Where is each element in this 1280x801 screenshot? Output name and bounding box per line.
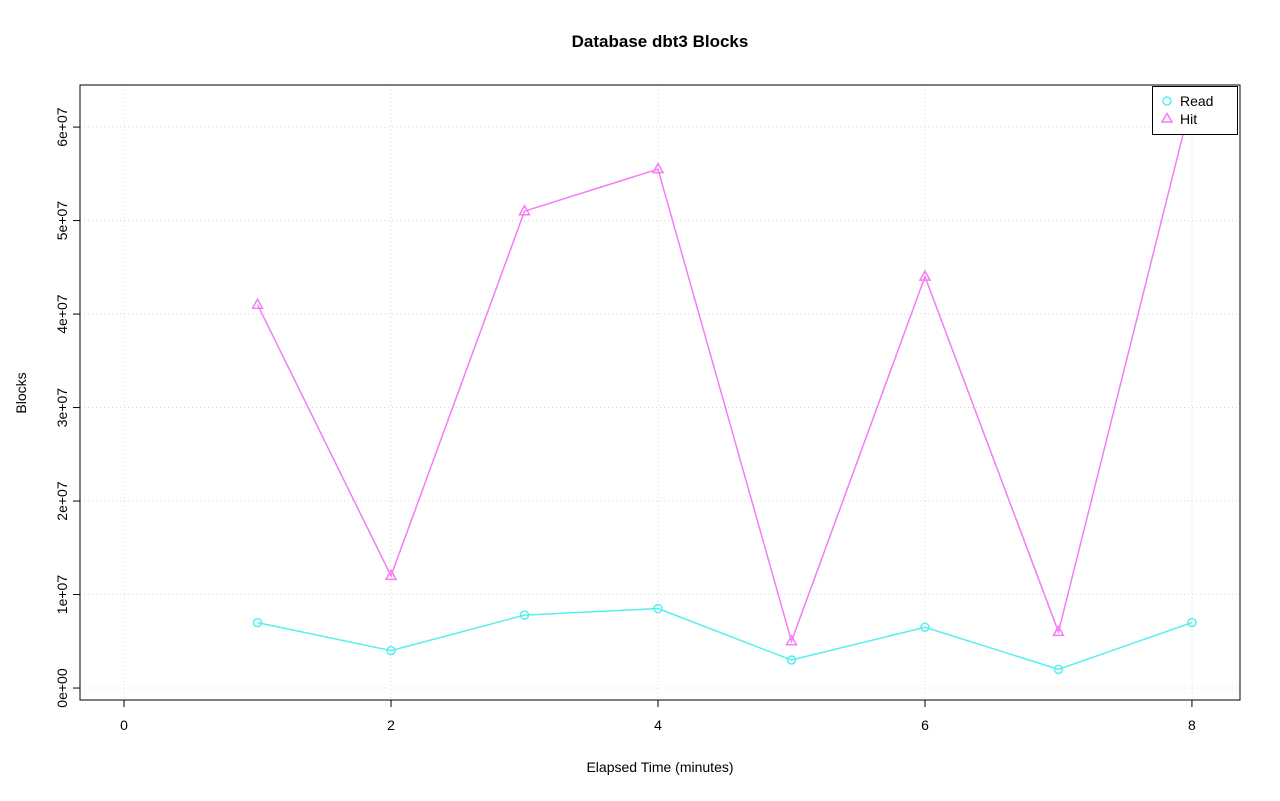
data-point-hit (1052, 624, 1065, 637)
data-point-read (386, 645, 396, 656)
gridlines (80, 85, 1240, 700)
data-point-hit (518, 204, 531, 216)
y-tick-label: 6e+07 (54, 107, 70, 147)
x-axis-label: Elapsed Time (minutes) (586, 759, 733, 775)
axes: 0 2 4 6 8 0e+00 1e+07 2e+07 3e+07 4e+07 5e+07 6e+07 (54, 107, 1196, 733)
data-point-read (1053, 664, 1064, 675)
plot-border (79, 84, 1241, 701)
y-tick-label: 1e+07 (54, 575, 70, 615)
series-line-hit (256, 98, 1193, 644)
series-line-read (257, 607, 1193, 671)
data-point-read (786, 655, 797, 665)
data-point-read (252, 617, 263, 628)
data-point-hit (384, 568, 398, 581)
x-tick-label: 8 (1188, 717, 1196, 733)
legend-read-marker-icon (1162, 96, 1172, 106)
legend-hit-label: Hit (1180, 111, 1197, 127)
x-tick-label: 6 (921, 717, 929, 733)
y-axis-label: Blocks (13, 372, 29, 413)
data-point-hit (651, 162, 665, 174)
data-point-read (519, 610, 530, 620)
y-tick-label: 3e+07 (54, 388, 70, 428)
legend: Read Hit (1152, 86, 1238, 135)
data-point-read (1187, 617, 1197, 628)
legend-box (1152, 86, 1238, 135)
chart-title: Database dbt3 Blocks (572, 32, 749, 51)
data-point-read (920, 622, 930, 633)
series-lines (251, 91, 1199, 675)
y-tick-label: 0e+00 (54, 668, 70, 708)
data-point-hit (785, 634, 798, 646)
x-tick-label: 4 (654, 717, 662, 733)
data-point-hit (918, 269, 932, 281)
data-point-hit (251, 297, 264, 309)
legend-read-label: Read (1180, 93, 1213, 109)
y-tick-label: 2e+07 (54, 481, 70, 521)
data-point-read (653, 603, 663, 614)
x-tick-label: 2 (387, 717, 395, 733)
y-tick-label: 4e+07 (54, 294, 70, 334)
legend-hit-marker-icon (1160, 112, 1174, 123)
x-tick-label: 0 (120, 717, 128, 733)
y-tick-label: 5e+07 (54, 201, 70, 241)
